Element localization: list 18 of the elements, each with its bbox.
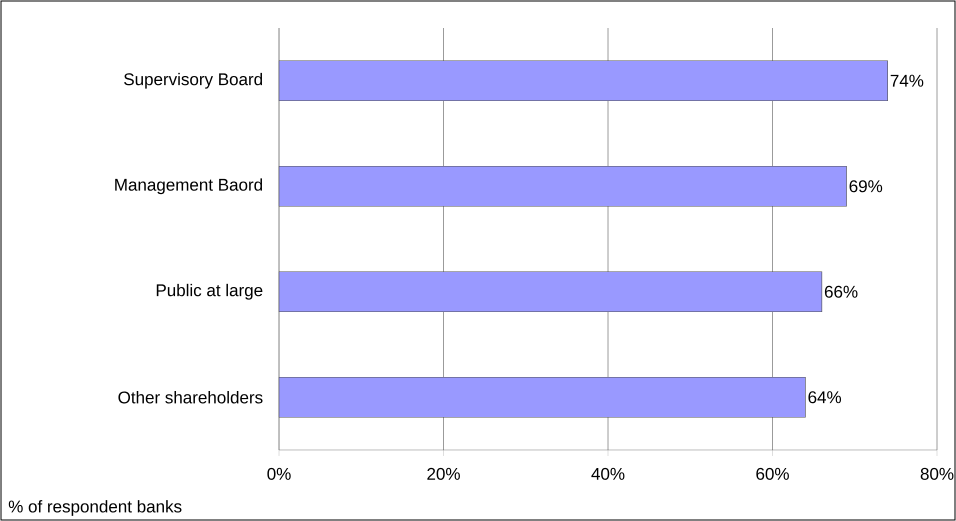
- x-tick-label: 80%: [920, 468, 954, 480]
- data-label: 69%: [850, 180, 882, 192]
- y-tick-label: Supervisory Board: [124, 72, 262, 89]
- text: % of respondent banks: [8, 500, 182, 516]
- x-tick-label: 0%: [267, 468, 291, 480]
- data-label: 64%: [808, 391, 842, 404]
- x-tick-label: 60%: [756, 468, 789, 480]
- y-tick-label: Management Baord: [115, 178, 262, 194]
- bar: [278, 376, 806, 418]
- y-tick-label: Public at large: [156, 284, 262, 300]
- y-tick-label: Other shareholders: [118, 391, 262, 404]
- data-label: 74%: [890, 74, 924, 87]
- data-label: 66%: [824, 286, 858, 298]
- bar: [278, 271, 822, 312]
- bar: [278, 166, 847, 207]
- x-tick-label: 40%: [591, 468, 624, 480]
- x-tick-label: 20%: [427, 468, 460, 480]
- bar: [278, 60, 888, 102]
